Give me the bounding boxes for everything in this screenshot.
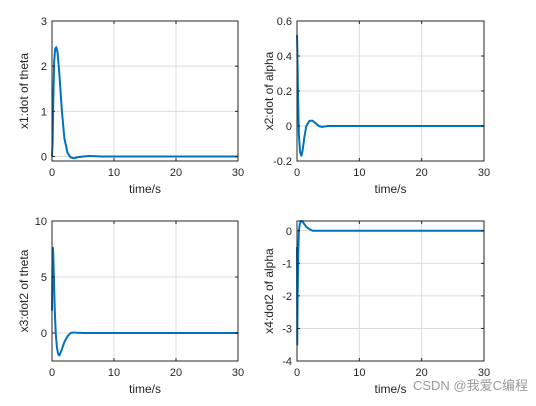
- y-tick-label: 1: [41, 106, 47, 118]
- x-axis-label: time/s: [129, 182, 161, 196]
- series-line-1: [51, 246, 238, 357]
- x-tick-label: 30: [232, 367, 244, 379]
- x-tick-label: 30: [232, 167, 244, 179]
- y-axis-label: x4:dot2 of alpha: [262, 248, 276, 334]
- series-line-1: [296, 34, 484, 157]
- y-tick-label: -1: [282, 258, 292, 270]
- axes-frame: [51, 20, 239, 162]
- x-tick-label: 10: [353, 167, 365, 179]
- y-tick-label: 0.4: [277, 51, 292, 63]
- series-line-1: [51, 46, 238, 160]
- y-tick-label: 5: [41, 272, 47, 284]
- x-tick-label: 0: [49, 167, 55, 179]
- y-tick-label: -0.2: [273, 156, 292, 168]
- x-tick-label: 0: [294, 367, 300, 379]
- watermark: CSDN @我爱C编程: [413, 378, 528, 393]
- y-tick-label: 0: [41, 151, 47, 163]
- x-tick-label: 0: [49, 367, 55, 379]
- y-tick-label: 0.2: [277, 86, 292, 98]
- x-axis-label: time/s: [129, 382, 161, 396]
- y-axis-label: x3:dot2 of theta: [17, 249, 31, 332]
- x-tick-label: 20: [416, 167, 428, 179]
- x-tick-label: 10: [108, 167, 120, 179]
- subplot-3: 0 10 20 30 0 5 10 time/s x3:dot2 of theta: [17, 216, 244, 396]
- y-tick-label: 0: [41, 328, 47, 340]
- y-tick-label: 0: [286, 121, 292, 133]
- x-tick-label: 30: [478, 367, 490, 379]
- x-tick-label: 10: [108, 367, 120, 379]
- subplot-1: 0 10 20 30 0 1 2 3 time/s x1:dot of theta: [17, 16, 244, 196]
- y-axis-label: x1:dot of theta: [17, 53, 31, 129]
- y-tick-label: 0: [286, 226, 292, 238]
- subplot-4: 0 10 20 30 -4 -3 -2 -1 0 time/s x4:dot2 of alpha: [262, 220, 490, 396]
- y-tick-label: 2: [41, 61, 47, 73]
- x-tick-label: 20: [170, 167, 182, 179]
- y-tick-label: -4: [282, 356, 292, 368]
- y-tick-label: 10: [35, 216, 47, 228]
- axes-frame: [296, 220, 485, 362]
- y-tick-label: -2: [282, 291, 292, 303]
- x-axis-label: time/s: [374, 182, 406, 196]
- x-tick-label: 10: [353, 367, 365, 379]
- axes-frame: [51, 220, 239, 362]
- x-tick-label: 20: [416, 367, 428, 379]
- y-tick-label: -3: [282, 323, 292, 335]
- x-tick-label: 0: [294, 167, 300, 179]
- y-tick-label: 0.6: [277, 16, 292, 28]
- x-axis-label: time/s: [374, 382, 406, 396]
- x-tick-label: 30: [478, 167, 490, 179]
- y-axis-label: x2:dot of alpha: [262, 51, 276, 130]
- x-tick-label: 20: [170, 367, 182, 379]
- series-line-1: [296, 220, 484, 346]
- y-tick-label: 3: [41, 16, 47, 28]
